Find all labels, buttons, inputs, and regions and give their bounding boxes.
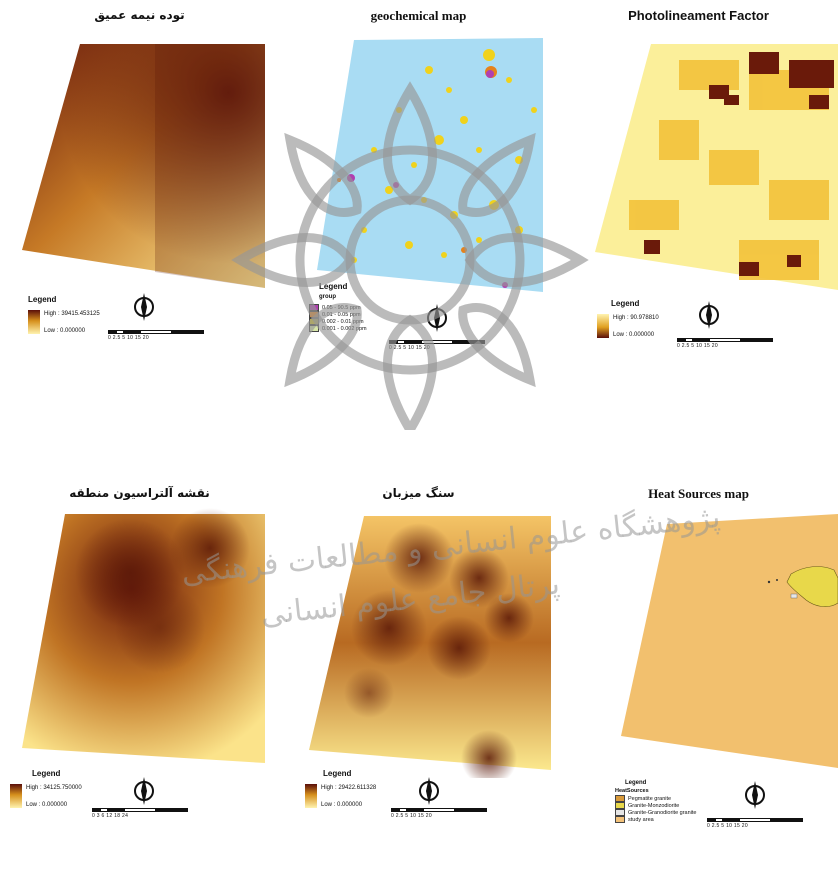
legend-item: 0.05 - 90.5 ppm <box>309 304 367 311</box>
legend-item: 0.001 - 0.002 ppm <box>309 325 367 332</box>
heat-sources-map <box>621 514 838 768</box>
color-ramp <box>305 784 317 808</box>
high-value: High : 39415.453125 <box>44 311 100 317</box>
legend-group-label: HeatSources <box>615 788 649 794</box>
north-arrow-icon <box>699 301 719 329</box>
panel-heat-sources: Heat Sources map Legend HeatSources Pegm… <box>559 478 838 896</box>
panel-title: Heat Sources map <box>648 486 749 501</box>
high-value: High : 29422.611328 <box>321 785 377 791</box>
scale-bar: 0 2.5 5 10 15 20 <box>707 818 803 832</box>
panel-title: نقشه آلتراسیون منطقه <box>69 486 210 500</box>
legend-title: Legend <box>28 295 57 304</box>
legend-group-label: group <box>319 293 336 300</box>
color-ramp <box>597 314 609 338</box>
legend-title: Legend <box>611 299 640 308</box>
panel-title: Photolineament Factor <box>628 8 769 23</box>
legend: Legend group <box>319 282 348 300</box>
scale-bar: 0 2.5 5 10 15 20 <box>108 330 204 344</box>
panel-alteration: نقشه آلتراسیون منطقه Legend High : 34125… <box>0 478 279 896</box>
low-value: Low : 0.000000 <box>44 328 86 334</box>
panel-photolineament: Photolineament Factor Legend High : 90.9… <box>559 0 838 418</box>
legend-title: Legend <box>625 780 647 786</box>
legend: Legend <box>323 769 352 781</box>
legend-title: Legend <box>323 769 352 778</box>
legend-title: Legend <box>319 282 348 291</box>
raster-map <box>309 516 551 778</box>
high-value: High : 90.978810 <box>613 315 659 321</box>
panel-geochemical: geochemical map Legend group 0.05 - 90.5… <box>279 0 558 418</box>
high-value: High : 34125.750000 <box>26 785 82 791</box>
legend-title: Legend <box>32 769 61 778</box>
north-arrow-icon <box>419 777 439 805</box>
legend-item: 0.002 - 0.01 ppm <box>309 318 367 325</box>
north-arrow-icon <box>745 781 765 809</box>
raster-map <box>22 44 265 288</box>
panel-title: توده نیمه عمیق <box>94 8 185 22</box>
low-value: Low : 0.000000 <box>321 802 363 808</box>
legend-item: study area <box>615 816 696 823</box>
legend: Legend <box>32 769 61 781</box>
north-arrow-icon <box>427 304 447 332</box>
color-ramp <box>28 310 40 334</box>
scale-bar: 0 2.5 5 10 15 20 <box>677 338 773 352</box>
panel-semi-deep-intrusion: توده نیمه عمیق Legend High : 39415.45312… <box>0 0 279 418</box>
legend: Legend <box>611 299 640 311</box>
legend-item: Granite-Granodiorite granite <box>615 809 696 816</box>
color-ramp <box>10 784 22 808</box>
legend-item: Granite-Monzodiorite <box>615 802 696 809</box>
low-value: Low : 0.000000 <box>613 332 655 338</box>
class-list: 0.05 - 90.5 ppm 0.01 - 0.05 ppm 0.002 - … <box>309 304 367 332</box>
panel-title: سنگ میزبان <box>382 486 455 500</box>
panel-host-rock: سنگ میزبان Legend High : 29422.611328 Lo… <box>279 478 558 896</box>
legend: Legend <box>28 295 57 307</box>
scale-bar: 0 2.5 5 10 15 20 <box>391 808 487 822</box>
geochemical-map <box>317 38 543 292</box>
legend-item: 0.01 - 0.05 ppm <box>309 311 367 318</box>
panel-title: geochemical map <box>370 8 467 23</box>
north-arrow-icon <box>134 293 154 321</box>
raster-map <box>22 508 265 763</box>
low-value: Low : 0.000000 <box>26 802 68 808</box>
scale-bar: 0 2.5 5 10 15 20 <box>389 340 485 354</box>
legend: Legend <box>625 780 646 789</box>
raster-map <box>595 44 838 290</box>
scale-bar: 0 3 6 12 18 24 <box>92 808 188 822</box>
legend-item: Pegmatite granite <box>615 795 696 802</box>
class-list: HeatSources Pegmatite granite Granite-Mo… <box>615 788 696 823</box>
north-arrow-icon <box>134 777 154 805</box>
